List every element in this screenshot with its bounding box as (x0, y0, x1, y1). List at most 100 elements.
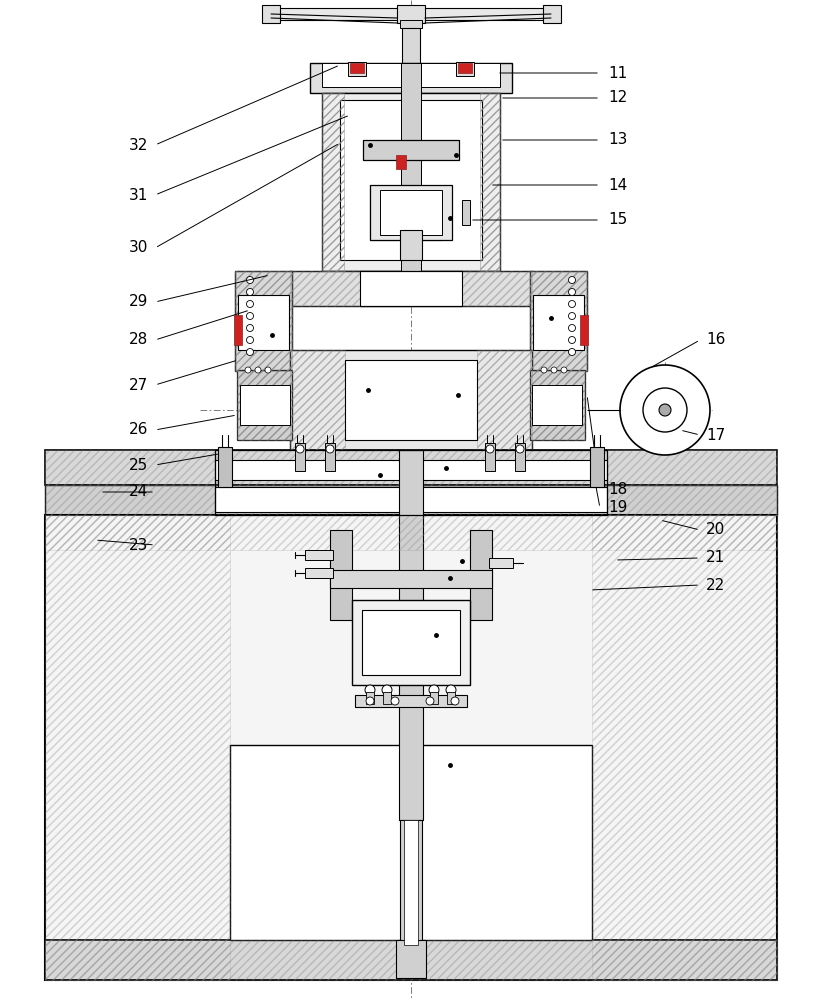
Bar (45, 515, 777, 550)
Bar (400, 820, 422, 945)
Bar (489, 558, 513, 568)
Circle shape (620, 365, 710, 455)
Text: 30: 30 (128, 240, 148, 255)
Circle shape (446, 685, 456, 695)
Bar (295, 443, 305, 471)
Bar (310, 63, 512, 93)
Bar (305, 550, 333, 560)
Bar (477, 350, 532, 450)
Bar (240, 385, 290, 425)
Circle shape (569, 324, 575, 332)
Bar (45, 515, 230, 980)
Bar (45, 940, 777, 980)
Circle shape (391, 697, 399, 705)
Text: 19: 19 (608, 500, 627, 516)
Circle shape (569, 300, 575, 308)
Bar (592, 515, 777, 980)
Circle shape (561, 367, 567, 373)
Bar (363, 140, 403, 160)
Bar (45, 450, 777, 485)
Bar (330, 530, 352, 620)
Text: 29: 29 (128, 294, 148, 310)
Bar (462, 200, 470, 225)
Bar (383, 692, 391, 704)
Bar (532, 385, 582, 425)
Bar (290, 271, 532, 306)
Bar (45, 940, 777, 980)
Bar (237, 370, 292, 440)
Bar (45, 485, 777, 515)
Bar (322, 93, 344, 271)
Bar (330, 570, 492, 588)
Bar (300, 515, 522, 745)
Bar (515, 443, 525, 471)
Text: 14: 14 (608, 178, 627, 192)
Bar (340, 100, 482, 260)
Bar (235, 271, 292, 371)
Bar (399, 450, 423, 820)
Bar (396, 155, 406, 169)
Bar (318, 530, 504, 735)
Circle shape (382, 685, 392, 695)
Bar (404, 820, 418, 945)
Bar (290, 350, 345, 450)
Circle shape (255, 367, 261, 373)
Circle shape (247, 300, 253, 308)
Circle shape (569, 312, 575, 320)
Text: 26: 26 (128, 422, 148, 438)
Circle shape (569, 276, 575, 284)
Circle shape (247, 324, 253, 332)
Circle shape (296, 445, 304, 453)
Circle shape (643, 388, 687, 432)
Bar (262, 5, 280, 23)
Circle shape (247, 276, 253, 284)
Bar (530, 370, 585, 440)
Bar (396, 940, 426, 978)
Text: 31: 31 (128, 188, 148, 202)
Bar (470, 530, 492, 620)
Bar (237, 370, 292, 440)
Text: 15: 15 (608, 213, 627, 228)
Bar (470, 530, 492, 620)
Bar (420, 610, 460, 675)
Bar (362, 610, 402, 675)
Bar (45, 485, 777, 515)
Circle shape (247, 336, 253, 344)
Bar (235, 271, 292, 371)
Text: 23: 23 (128, 538, 148, 552)
Bar (234, 315, 242, 345)
Bar (366, 692, 374, 704)
Bar (355, 695, 467, 707)
Text: 32: 32 (128, 137, 148, 152)
Bar (402, 28, 420, 63)
Bar (447, 692, 455, 704)
Text: 27: 27 (129, 377, 148, 392)
Bar (533, 295, 584, 350)
Bar (45, 515, 777, 980)
Circle shape (569, 288, 575, 296)
Bar (238, 295, 289, 350)
Circle shape (569, 349, 575, 356)
Bar (401, 63, 421, 271)
Circle shape (569, 336, 575, 344)
Bar (352, 600, 470, 685)
Circle shape (247, 288, 253, 296)
Bar (580, 315, 588, 345)
Bar (480, 93, 500, 271)
Bar (530, 370, 585, 440)
Bar (45, 450, 777, 485)
Circle shape (366, 697, 374, 705)
Bar (458, 63, 472, 73)
Bar (350, 63, 364, 73)
Bar (397, 5, 425, 23)
Bar (419, 140, 459, 160)
Bar (215, 487, 607, 512)
Circle shape (245, 367, 251, 373)
Circle shape (429, 685, 439, 695)
Text: 16: 16 (706, 332, 725, 348)
Circle shape (516, 445, 524, 453)
Bar (305, 568, 333, 578)
Bar (360, 271, 462, 306)
Bar (380, 190, 442, 235)
Bar (348, 62, 366, 76)
